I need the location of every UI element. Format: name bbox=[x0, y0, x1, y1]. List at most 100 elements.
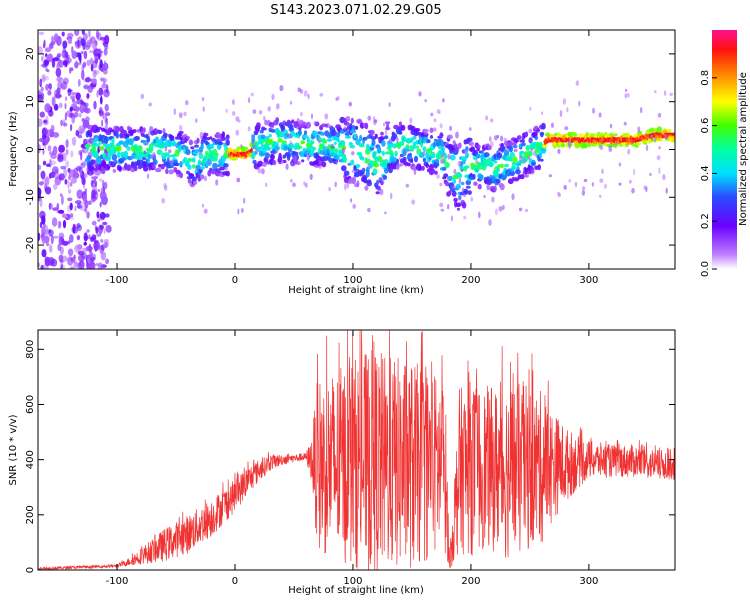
heatmap-cell bbox=[243, 197, 246, 204]
snr-series bbox=[38, 330, 675, 570]
heatmap-cell bbox=[203, 208, 208, 214]
heatmap-cell bbox=[581, 189, 586, 196]
heatmap-cell bbox=[549, 137, 552, 143]
heatmap-cell bbox=[279, 85, 284, 92]
heatmap-cell bbox=[215, 179, 219, 186]
heatmap-cell bbox=[70, 124, 73, 132]
spectrogram-xlabel: Height of straight line (km) bbox=[288, 285, 424, 296]
heatmap-cell bbox=[614, 142, 618, 146]
heatmap-cell bbox=[80, 151, 83, 161]
heatmap-cell bbox=[590, 133, 596, 138]
heatmap-cell bbox=[578, 100, 581, 107]
heatmap-cell bbox=[178, 130, 184, 135]
heatmap-cell bbox=[146, 157, 150, 164]
heatmap-cell bbox=[74, 205, 77, 212]
heatmap-cell bbox=[320, 143, 325, 149]
heatmap-cell bbox=[60, 81, 68, 90]
heatmap-cell bbox=[115, 133, 120, 139]
heatmap-cell bbox=[422, 146, 427, 152]
heatmap-cell bbox=[503, 149, 510, 157]
heatmap-cell bbox=[100, 251, 107, 261]
heatmap-cell bbox=[56, 76, 63, 82]
heatmap-cell bbox=[78, 166, 82, 174]
heatmap-cell bbox=[83, 32, 88, 41]
heatmap-cell bbox=[65, 96, 68, 101]
heatmap-cell bbox=[509, 170, 516, 176]
heatmap-cell bbox=[461, 187, 464, 194]
heatmap-cell bbox=[210, 143, 215, 150]
heatmap-cell bbox=[565, 137, 568, 143]
heatmap-cell bbox=[519, 139, 525, 143]
heatmap-cell bbox=[240, 144, 243, 148]
heatmap-cell bbox=[105, 258, 110, 265]
heatmap-cell bbox=[168, 169, 175, 175]
heatmap-cell bbox=[65, 139, 69, 149]
heatmap-cell bbox=[534, 135, 538, 141]
heatmap-cell bbox=[78, 254, 85, 262]
heatmap-cell bbox=[99, 224, 105, 230]
heatmap-cell bbox=[429, 135, 434, 139]
heatmap-cell bbox=[654, 90, 657, 94]
heatmap-cell bbox=[367, 115, 372, 121]
heatmap-cell bbox=[582, 137, 585, 143]
x-tick-label: -100 bbox=[106, 576, 129, 587]
heatmap-cell bbox=[67, 180, 70, 190]
heatmap-cell bbox=[523, 158, 527, 164]
heatmap-cell bbox=[93, 235, 97, 244]
heatmap-cell bbox=[84, 208, 87, 212]
heatmap-cell bbox=[408, 156, 413, 160]
colorbar-label: Normalized spectral amplitude bbox=[738, 72, 749, 226]
heatmap-cell bbox=[296, 118, 300, 122]
heatmap-cell bbox=[47, 145, 52, 152]
heatmap-cell bbox=[334, 148, 339, 154]
heatmap-cell bbox=[116, 151, 121, 158]
heatmap-cell bbox=[525, 208, 528, 213]
heatmap-cell bbox=[289, 140, 292, 146]
heatmap-cell bbox=[575, 80, 580, 86]
heatmap-cell bbox=[457, 147, 460, 152]
heatmap-cell bbox=[195, 164, 201, 170]
heatmap-cell bbox=[599, 178, 604, 183]
heatmap-cell bbox=[234, 151, 236, 157]
heatmap-cell bbox=[399, 140, 405, 146]
heatmap-cell bbox=[435, 162, 440, 167]
heatmap-cell bbox=[103, 78, 106, 87]
heatmap-cell bbox=[91, 159, 96, 165]
heatmap-cell bbox=[461, 181, 465, 186]
heatmap-cell bbox=[80, 256, 87, 260]
heatmap-cell bbox=[105, 224, 110, 232]
heatmap-cell bbox=[96, 233, 102, 237]
heatmap-cell bbox=[57, 243, 62, 251]
heatmap-cell bbox=[62, 219, 67, 229]
heatmap-cell bbox=[591, 182, 595, 187]
heatmap-cell bbox=[451, 190, 457, 197]
heatmap-cell bbox=[517, 162, 522, 166]
heatmap-cell bbox=[359, 156, 365, 161]
heatmap-cell bbox=[653, 137, 657, 143]
heatmap-cell bbox=[573, 137, 576, 143]
heatmap-cell bbox=[79, 202, 86, 212]
heatmap-cell bbox=[289, 133, 292, 139]
heatmap-cell bbox=[409, 117, 413, 124]
heatmap-cell bbox=[364, 157, 369, 164]
heatmap-cell bbox=[225, 139, 230, 146]
heatmap-cell bbox=[103, 48, 108, 56]
heatmap-cell bbox=[301, 159, 305, 163]
heatmap-cell bbox=[333, 141, 337, 145]
heatmap-cell bbox=[440, 208, 445, 212]
heatmap-cell bbox=[392, 133, 398, 140]
heatmap-cell bbox=[262, 147, 267, 154]
heatmap-cell bbox=[579, 137, 582, 143]
heatmap-cell bbox=[343, 156, 347, 163]
heatmap-cell bbox=[473, 181, 478, 186]
heatmap-cell bbox=[352, 203, 357, 209]
heatmap-cell bbox=[483, 195, 486, 198]
heatmap-cell bbox=[56, 53, 62, 58]
heatmap-cell bbox=[88, 131, 93, 138]
heatmap-cell bbox=[49, 158, 52, 168]
heatmap-cell bbox=[346, 182, 349, 189]
heatmap-cell bbox=[52, 57, 60, 62]
heatmap-cell bbox=[191, 157, 196, 163]
heatmap-cell bbox=[114, 160, 118, 165]
